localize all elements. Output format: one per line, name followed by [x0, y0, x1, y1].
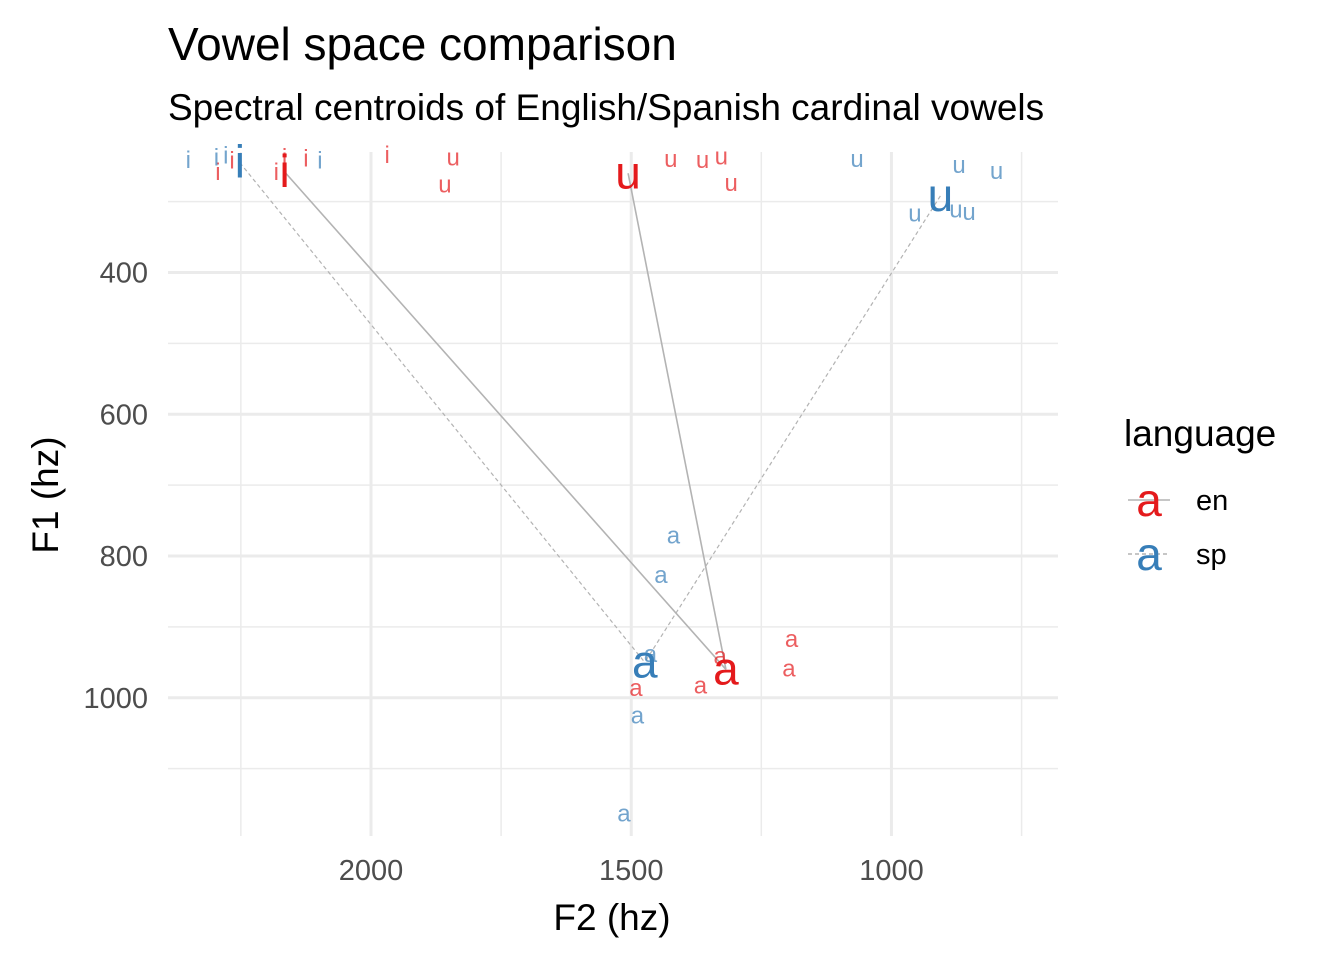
token-sp-i: i — [186, 147, 191, 174]
token-sp-u: u — [908, 201, 921, 228]
token-en-i: i — [282, 145, 287, 172]
token-en-a: a — [714, 643, 728, 670]
connector-sp-i-a — [239, 162, 646, 663]
token-en-u: u — [438, 172, 451, 199]
token-en-u: u — [696, 147, 709, 174]
x-axis-ticks: 2000 1500 1000 — [339, 855, 924, 887]
token-en-i: i — [274, 159, 279, 186]
legend-label-sp: sp — [1196, 539, 1227, 571]
legend-glyph-en: a — [1136, 474, 1162, 526]
legend-title: language — [1124, 413, 1276, 454]
connector-lines — [239, 162, 941, 670]
legend-glyph-sp: a — [1136, 528, 1162, 580]
x-axis-title: F2 (hz) — [553, 897, 670, 938]
token-sp-u: u — [949, 196, 962, 223]
legend-entries: a en a sp — [1128, 474, 1228, 580]
token-sp-i: i — [214, 145, 219, 172]
token-sp-i: i — [317, 148, 322, 175]
token-en-i: i — [303, 145, 308, 172]
connector-sp-u-a — [644, 195, 941, 663]
chart-title: Vowel space comparison — [168, 18, 677, 70]
y-tick-label: 1000 — [83, 683, 148, 715]
grid-minor — [168, 152, 1058, 836]
x-tick-label: 1500 — [599, 855, 664, 887]
legend: language a en a sp — [1124, 413, 1276, 580]
token-en-i: i — [384, 142, 389, 169]
connector-en-u-a — [627, 173, 727, 670]
x-tick-label: 1000 — [859, 855, 924, 887]
centroid-sp-a: a — [632, 635, 658, 687]
y-axis-title: F1 (hz) — [25, 436, 66, 553]
token-sp-u: u — [952, 152, 965, 179]
centroid-en-i: i — [279, 145, 289, 197]
token-en-a: a — [694, 673, 708, 700]
centroid-en-u: u — [615, 146, 641, 198]
token-sp-a: a — [644, 641, 658, 668]
token-sp-i: i — [223, 143, 228, 170]
token-en-u: u — [447, 145, 460, 172]
token-en-u: u — [724, 170, 737, 197]
y-axis-ticks: 400 600 800 1000 — [83, 257, 148, 714]
token-en-a: a — [785, 626, 799, 653]
centroid-sp-i: i — [235, 136, 245, 188]
token-sp-u: u — [850, 146, 863, 173]
token-sp-u: u — [990, 158, 1003, 185]
token-en-i: i — [229, 148, 234, 175]
x-tick-label: 2000 — [339, 855, 404, 887]
token-sp-a: a — [667, 522, 681, 549]
centroid-en-a: a — [713, 642, 739, 694]
legend-label-en: en — [1196, 485, 1228, 517]
token-sp-a: a — [617, 800, 631, 827]
y-tick-label: 800 — [100, 541, 148, 573]
chart-subtitle: Spectral centroids of English/Spanish ca… — [168, 87, 1044, 128]
centroid-points: i u a i u a — [235, 136, 953, 695]
token-en-a: a — [782, 656, 796, 683]
y-tick-label: 600 — [100, 399, 148, 431]
token-en-a: a — [629, 675, 643, 702]
token-en-u: u — [664, 146, 677, 173]
token-sp-a: a — [631, 703, 645, 730]
grid-major — [168, 152, 1058, 836]
token-en-i: i — [215, 159, 220, 186]
token-sp-a: a — [654, 562, 668, 589]
token-en-u: u — [715, 143, 728, 170]
centroid-sp-u: u — [928, 169, 954, 221]
connector-en-i-a — [283, 171, 727, 670]
y-tick-label: 400 — [100, 257, 148, 289]
token-sp-u: u — [962, 199, 975, 226]
